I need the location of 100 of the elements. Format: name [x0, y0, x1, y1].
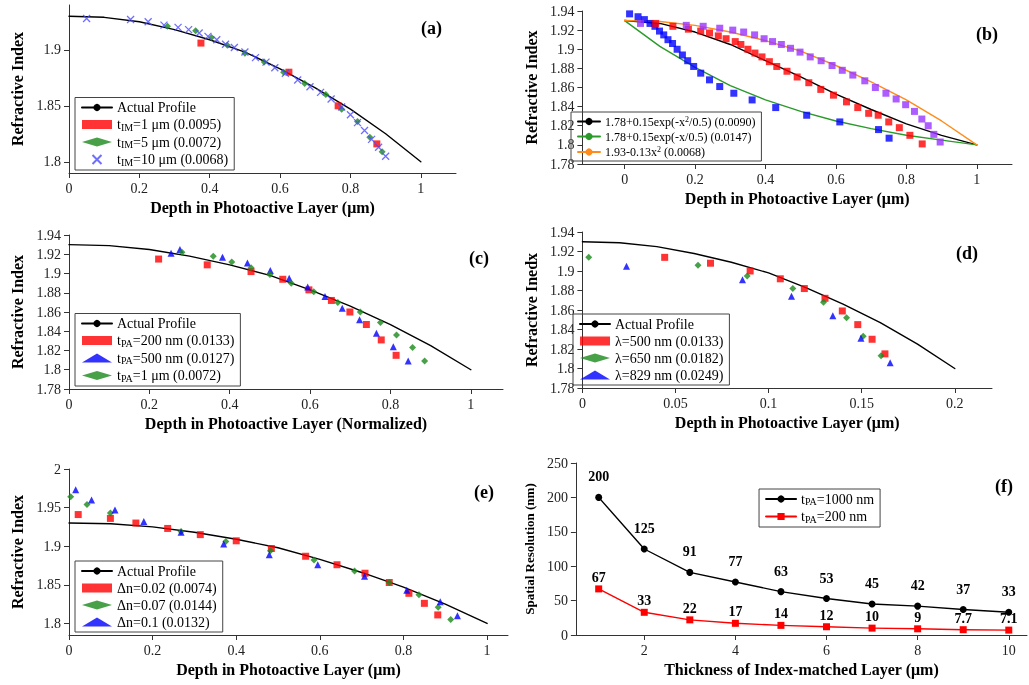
y-tick-label: 1.82: [549, 341, 575, 357]
y-tick-label: 1.94: [549, 3, 575, 19]
x-tick-label: 0: [65, 642, 73, 658]
data-label: 12: [819, 607, 834, 623]
x-tick-label: 0.6: [301, 396, 319, 412]
y-tick-label: 250: [546, 455, 568, 471]
y-tick-label: 1.9: [43, 538, 61, 554]
annotation: (d): [956, 243, 979, 264]
data-label: 53: [819, 570, 834, 586]
legend-label: λ=829 nm (0.0249): [615, 367, 724, 384]
y-tick-label: 1.88: [549, 60, 575, 76]
y-tick-label: 1.9: [556, 41, 575, 57]
x-tick-label: 0.2: [946, 395, 964, 411]
y-tick-label: 1.84: [549, 322, 575, 337]
data-label: 14: [773, 606, 788, 622]
y-axis-title: Spatial Resolution (nm): [522, 483, 537, 615]
y-axis-title: Refractive Index: [9, 494, 27, 610]
y-tick-label: 1.95: [36, 500, 61, 516]
x-axis-title: Depth in Photoactive Layer (μm): [150, 199, 375, 218]
y-tick-label: 1.86: [549, 80, 575, 95]
annotation: (f): [995, 476, 1014, 497]
y-tick-label: 2: [54, 461, 61, 477]
data-label: 22: [682, 600, 697, 616]
x-tick-label: 0.2: [143, 642, 162, 658]
legend-label: Δn=0.02 (0.0074): [117, 580, 218, 597]
legend-label: tPA=200 nm: [801, 509, 868, 525]
x-tick-label: 10: [1001, 642, 1016, 658]
y-tick-label: 100: [546, 558, 568, 574]
x-tick-label: 0: [65, 180, 73, 196]
x-tick-label: 0.4: [756, 171, 775, 187]
legend-label: tIM=1 μm (0.0095): [117, 117, 222, 133]
y-axis-title: Refractive Index: [9, 254, 27, 370]
x-tick-label: 1: [973, 171, 981, 187]
y-axis-title: Refractive Inedx: [522, 252, 540, 368]
annotation: (a): [421, 18, 443, 39]
y-tick-label: 1.92: [36, 246, 61, 262]
y-axis-title: Refractive Index: [9, 31, 27, 147]
data-label: 45: [865, 576, 880, 592]
y-tick-label: 1.88: [36, 285, 61, 301]
x-tick-label: 0.05: [663, 395, 688, 411]
y-tick-label: 1.8: [43, 362, 61, 378]
y-tick-label: 1.85: [36, 577, 61, 593]
legend-label: tPA=200 nm (0.0133): [117, 333, 235, 349]
y-tick-label: 1.84: [36, 323, 61, 339]
legend-label: Actual Profile: [117, 100, 196, 115]
data-label: 91: [682, 544, 697, 560]
data-label: 33: [637, 593, 652, 609]
y-tick-label: 1.85: [36, 98, 61, 114]
annotation: (e): [474, 482, 495, 503]
x-axis-title: Thickness of Index-matched Layer (μm): [664, 661, 939, 680]
y-tick-label: 1.86: [549, 302, 575, 318]
data-label: 33: [1001, 584, 1016, 600]
data-label: 9: [914, 609, 922, 625]
legend-label: tPA=1 μm (0.0072): [117, 368, 222, 384]
x-axis-title: Depth in Photoactive Layer (μm): [176, 661, 401, 680]
x-tick-label: 0: [578, 395, 586, 411]
legend-label: tPA=500 nm (0.0127): [117, 350, 235, 367]
x-tick-label: 1: [467, 396, 475, 412]
y-axis-title: Refractive Index: [522, 30, 540, 145]
legend-label: λ=650 nm (0.0182): [615, 350, 724, 367]
x-tick-label: 0.8: [341, 180, 360, 196]
x-tick-label: 0.6: [827, 171, 845, 187]
x-tick-label: 0.8: [381, 396, 400, 412]
data-label: 77: [728, 554, 743, 570]
x-tick-label: 0.8: [897, 171, 916, 187]
y-tick-label: 1.78: [549, 156, 575, 172]
y-tick-label: 1.8: [556, 361, 575, 376]
legend-label: tPA=1000 nm: [801, 491, 875, 507]
y-tick-label: 1.92: [549, 22, 575, 38]
y-tick-label: 1.9: [43, 42, 61, 58]
legend-label: tIM=5 μm (0.0072): [117, 134, 222, 151]
y-tick-label: 1.94: [549, 224, 575, 240]
x-tick-label: 6: [823, 642, 831, 658]
x-tick-label: 0.1: [759, 395, 778, 411]
x-tick-label: 0.8: [394, 642, 413, 658]
data-label: 63: [773, 563, 788, 579]
y-tick-label: 50: [553, 593, 568, 609]
data-label: 42: [910, 578, 925, 594]
x-tick-label: 0.2: [686, 171, 704, 187]
y-tick-label: 1.92: [549, 244, 575, 259]
data-label: 37: [956, 581, 971, 597]
y-tick-label: 1.86: [36, 304, 61, 320]
legend-label: Δn=0.07 (0.0144): [117, 597, 218, 614]
legend-label: 1.78+0.15exp(-x/0.5) (0.0147): [605, 129, 752, 144]
data-label: 7.7: [954, 610, 972, 626]
legend-label: Actual Profile: [117, 316, 196, 331]
x-tick-label: 0.4: [220, 396, 239, 412]
annotation: (b): [976, 24, 999, 45]
x-tick-label: 0: [621, 171, 629, 187]
legend-label: Δn=0.1 (0.0132): [117, 614, 211, 631]
x-tick-label: 8: [914, 642, 922, 658]
y-tick-label: 1.82: [549, 118, 575, 134]
data-label: 17: [728, 604, 743, 620]
x-tick-label: 4: [731, 642, 739, 658]
y-tick-label: 1.82: [36, 343, 61, 358]
y-tick-label: 200: [546, 489, 568, 505]
data-label: 7.1: [1000, 611, 1018, 627]
y-tick-label: 1.9: [556, 263, 575, 279]
y-tick-label: 0: [560, 627, 568, 643]
y-tick-label: 1.8: [43, 615, 61, 631]
